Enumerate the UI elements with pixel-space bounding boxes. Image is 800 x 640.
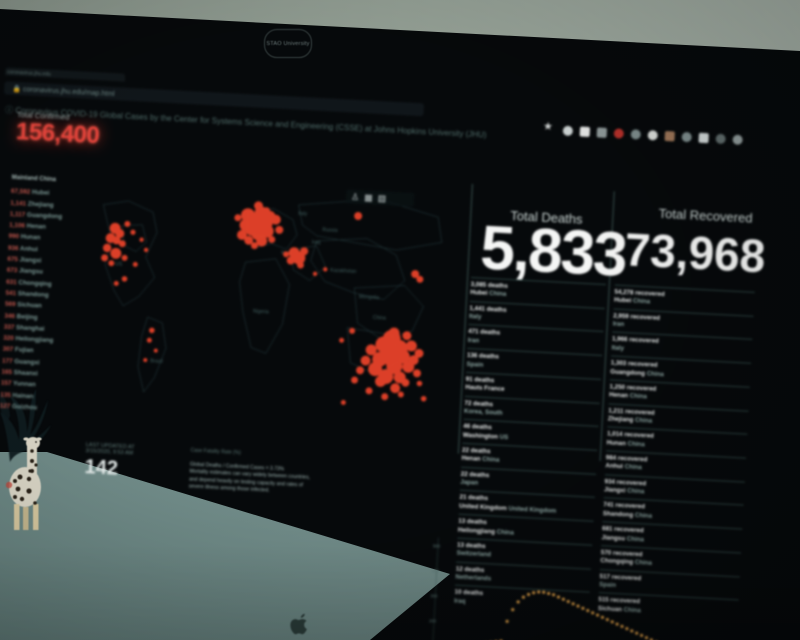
svg-text:Iraq: Iraq xyxy=(312,240,321,246)
svg-text:300: 300 xyxy=(430,593,438,598)
svg-text:US: US xyxy=(115,261,123,267)
svg-text:Italy: Italy xyxy=(298,211,308,217)
svg-text:Kazakhstan: Kazakhstan xyxy=(330,268,357,275)
svg-text:China: China xyxy=(373,315,387,322)
svg-text:500: 500 xyxy=(433,543,441,548)
svg-text:Russia: Russia xyxy=(322,227,338,234)
svg-text:Nigeria: Nigeria xyxy=(253,309,269,316)
svg-text:Brazil: Brazil xyxy=(150,358,163,365)
svg-text:400: 400 xyxy=(432,568,440,573)
svg-text:200: 200 xyxy=(429,618,437,623)
svg-text:Mongolia: Mongolia xyxy=(359,294,380,301)
